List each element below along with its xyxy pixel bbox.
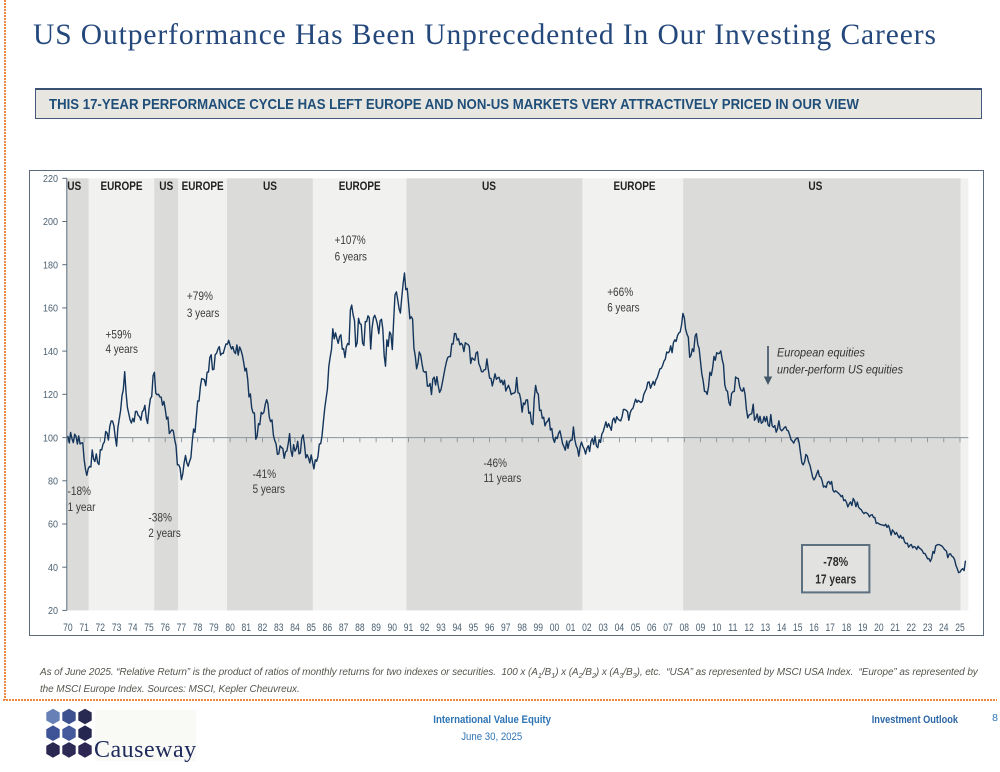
svg-text:80: 80 (225, 622, 235, 634)
svg-text:+59%: +59% (106, 328, 132, 342)
svg-text:23: 23 (923, 622, 933, 634)
svg-text:24: 24 (939, 622, 949, 634)
svg-text:EUROPE: EUROPE (614, 181, 656, 193)
svg-text:94: 94 (452, 622, 462, 634)
svg-text:80: 80 (48, 476, 58, 488)
svg-text:97: 97 (501, 622, 511, 634)
svg-text:18: 18 (842, 622, 852, 634)
svg-text:17 years: 17 years (815, 573, 856, 587)
svg-text:120: 120 (43, 389, 58, 401)
svg-text:09: 09 (696, 622, 706, 634)
svg-text:08: 08 (680, 622, 690, 634)
svg-text:US: US (808, 181, 822, 193)
svg-text:25: 25 (955, 622, 965, 634)
svg-text:EUROPE: EUROPE (182, 181, 224, 193)
svg-text:-78%: -78% (823, 555, 848, 569)
svg-text:5 years: 5 years (253, 482, 285, 496)
svg-text:220: 220 (43, 173, 58, 185)
svg-text:20: 20 (48, 605, 58, 617)
svg-text:76: 76 (160, 622, 170, 634)
svg-text:Causeway: Causeway (94, 737, 197, 763)
svg-text:82: 82 (258, 622, 268, 634)
svg-text:96: 96 (485, 622, 495, 634)
svg-text:90: 90 (388, 622, 398, 634)
svg-text:140: 140 (43, 346, 58, 358)
svg-text:6 years: 6 years (335, 250, 367, 264)
svg-text:EUROPE: EUROPE (339, 181, 381, 193)
svg-text:71: 71 (79, 622, 89, 634)
svg-text:85: 85 (306, 622, 316, 634)
svg-text:-18%: -18% (68, 484, 92, 498)
svg-text:99: 99 (534, 622, 544, 634)
svg-text:78: 78 (193, 622, 203, 634)
svg-text:-46%: -46% (484, 456, 508, 470)
svg-text:73: 73 (112, 622, 122, 634)
svg-text:87: 87 (339, 622, 349, 634)
svg-text:US: US (263, 181, 277, 193)
svg-text:15: 15 (793, 622, 803, 634)
svg-text:160: 160 (43, 303, 58, 315)
svg-text:European equities: European equities (777, 346, 865, 360)
svg-text:100: 100 (43, 432, 58, 444)
svg-text:16: 16 (809, 622, 819, 634)
svg-text:22: 22 (907, 622, 917, 634)
svg-text:72: 72 (96, 622, 106, 634)
svg-text:01: 01 (566, 622, 576, 634)
svg-text:10: 10 (712, 622, 722, 634)
svg-text:75: 75 (144, 622, 154, 634)
svg-text:95: 95 (469, 622, 479, 634)
svg-text:83: 83 (274, 622, 284, 634)
svg-text:88: 88 (355, 622, 365, 634)
svg-text:US: US (67, 181, 81, 193)
svg-text:77: 77 (177, 622, 187, 634)
svg-text:under-perform US equities: under-perform US equities (777, 363, 903, 377)
svg-text:86: 86 (323, 622, 333, 634)
svg-text:06: 06 (647, 622, 657, 634)
svg-text:79: 79 (209, 622, 219, 634)
svg-text:07: 07 (663, 622, 673, 634)
svg-text:180: 180 (43, 259, 58, 271)
svg-text:-41%: -41% (253, 467, 277, 481)
svg-text:91: 91 (404, 622, 414, 634)
svg-text:11 years: 11 years (484, 471, 522, 485)
svg-text:2 years: 2 years (148, 526, 180, 540)
svg-text:04: 04 (615, 622, 625, 634)
svg-text:93: 93 (436, 622, 446, 634)
svg-text:40: 40 (48, 562, 58, 574)
svg-text:70: 70 (63, 622, 73, 634)
svg-text:92: 92 (420, 622, 430, 634)
svg-text:1 year: 1 year (68, 500, 96, 514)
svg-text:+66%: +66% (607, 285, 633, 299)
svg-text:+107%: +107% (335, 233, 366, 247)
svg-text:11: 11 (728, 622, 738, 634)
svg-text:12: 12 (744, 622, 754, 634)
svg-text:-38%: -38% (148, 511, 172, 525)
svg-text:4 years: 4 years (106, 342, 138, 356)
svg-text:03: 03 (598, 622, 608, 634)
svg-text:13: 13 (761, 622, 771, 634)
svg-text:200: 200 (43, 216, 58, 228)
svg-text:14: 14 (777, 622, 787, 634)
svg-text:84: 84 (290, 622, 300, 634)
svg-text:US: US (482, 181, 496, 193)
svg-text:74: 74 (128, 622, 138, 634)
svg-text:3 years: 3 years (187, 306, 219, 320)
svg-text:81: 81 (242, 622, 252, 634)
svg-text:+79%: +79% (187, 289, 213, 303)
svg-text:17: 17 (825, 622, 835, 634)
svg-text:02: 02 (582, 622, 592, 634)
svg-text:60: 60 (48, 519, 58, 531)
svg-text:98: 98 (517, 622, 527, 634)
svg-text:19: 19 (858, 622, 868, 634)
svg-text:89: 89 (371, 622, 381, 634)
svg-text:EUROPE: EUROPE (101, 181, 143, 193)
svg-text:21: 21 (890, 622, 900, 634)
svg-text:6 years: 6 years (607, 301, 639, 315)
svg-text:US: US (159, 181, 173, 193)
svg-text:00: 00 (550, 622, 560, 634)
svg-text:05: 05 (631, 622, 641, 634)
svg-text:20: 20 (874, 622, 884, 634)
